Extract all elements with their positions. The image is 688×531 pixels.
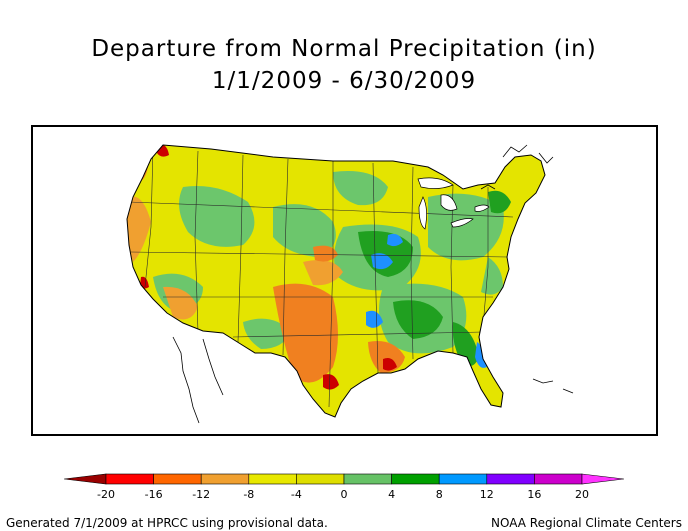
legend-tick-label: -12 — [192, 488, 211, 501]
lake-huron — [440, 194, 458, 211]
legend-swatch — [248, 473, 297, 485]
legend-tick-label: -8 — [243, 488, 255, 501]
lake-erie — [450, 218, 474, 228]
legend-swatch — [64, 473, 107, 485]
source-credit: NOAA Regional Climate Centers — [491, 516, 682, 530]
legend-tick-label: 0 — [340, 488, 348, 501]
map-frame — [31, 125, 658, 436]
legend-tick-label: -20 — [97, 488, 115, 501]
date-range: 1/1/2009 - 6/30/2009 — [211, 68, 477, 94]
legend-swatch — [153, 473, 202, 485]
state-boundaries — [128, 146, 514, 408]
legend-bar — [64, 473, 624, 485]
precip-regions — [127, 145, 511, 390]
legend-swatch — [391, 473, 440, 485]
legend-swatch — [486, 473, 535, 485]
map-title: Departure from Normal Precipitation (in) — [91, 36, 597, 62]
legend-swatch — [534, 473, 583, 485]
color-legend — [64, 471, 624, 497]
legend-tick-label: 4 — [388, 488, 396, 501]
generation-note: Generated 7/1/2009 at HPRCC using provis… — [6, 516, 328, 530]
legend-tick-label: 8 — [435, 488, 443, 501]
legend-swatch — [581, 473, 624, 485]
legend-swatch — [343, 473, 392, 485]
neighbor-coastlines — [172, 144, 574, 424]
legend-tick-label: -4 — [290, 488, 302, 501]
legend-tick-label: -16 — [144, 488, 163, 501]
precipitation-map — [126, 144, 574, 424]
legend-swatch — [296, 473, 345, 485]
lake-ontario — [474, 204, 490, 212]
lake-michigan — [418, 196, 427, 230]
legend-tick-label: 16 — [527, 488, 542, 501]
lake-superior — [417, 177, 454, 189]
legend-tick-label: 20 — [575, 488, 589, 501]
legend-swatch — [200, 473, 250, 485]
legend-swatch — [105, 473, 154, 485]
legend-tick-label: 12 — [479, 488, 494, 501]
legend-swatch — [438, 473, 488, 485]
